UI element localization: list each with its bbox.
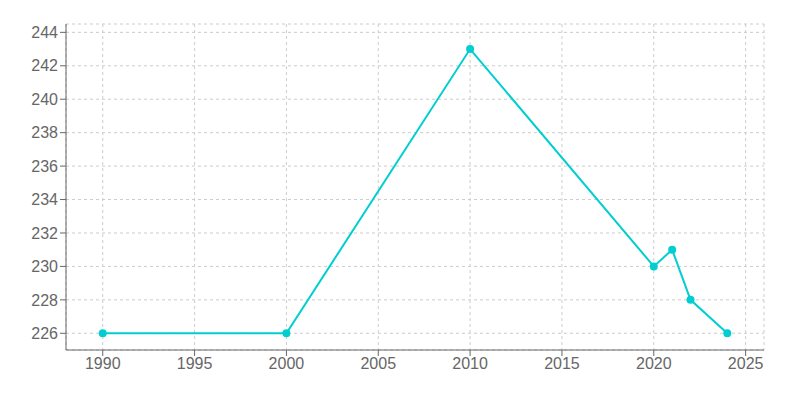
svg-text:2025: 2025 [728, 355, 764, 372]
svg-text:230: 230 [31, 258, 58, 275]
svg-text:232: 232 [31, 225, 58, 242]
svg-text:240: 240 [31, 91, 58, 108]
svg-text:2020: 2020 [636, 355, 672, 372]
svg-text:244: 244 [31, 24, 58, 41]
svg-text:242: 242 [31, 57, 58, 74]
svg-text:236: 236 [31, 158, 58, 175]
svg-text:2015: 2015 [544, 355, 580, 372]
svg-text:238: 238 [31, 124, 58, 141]
svg-text:2000: 2000 [269, 355, 305, 372]
svg-text:2010: 2010 [452, 355, 488, 372]
svg-text:2005: 2005 [360, 355, 396, 372]
svg-text:228: 228 [31, 292, 58, 309]
svg-text:234: 234 [31, 191, 58, 208]
svg-text:1995: 1995 [177, 355, 213, 372]
svg-text:1990: 1990 [85, 355, 121, 372]
svg-text:226: 226 [31, 325, 58, 342]
